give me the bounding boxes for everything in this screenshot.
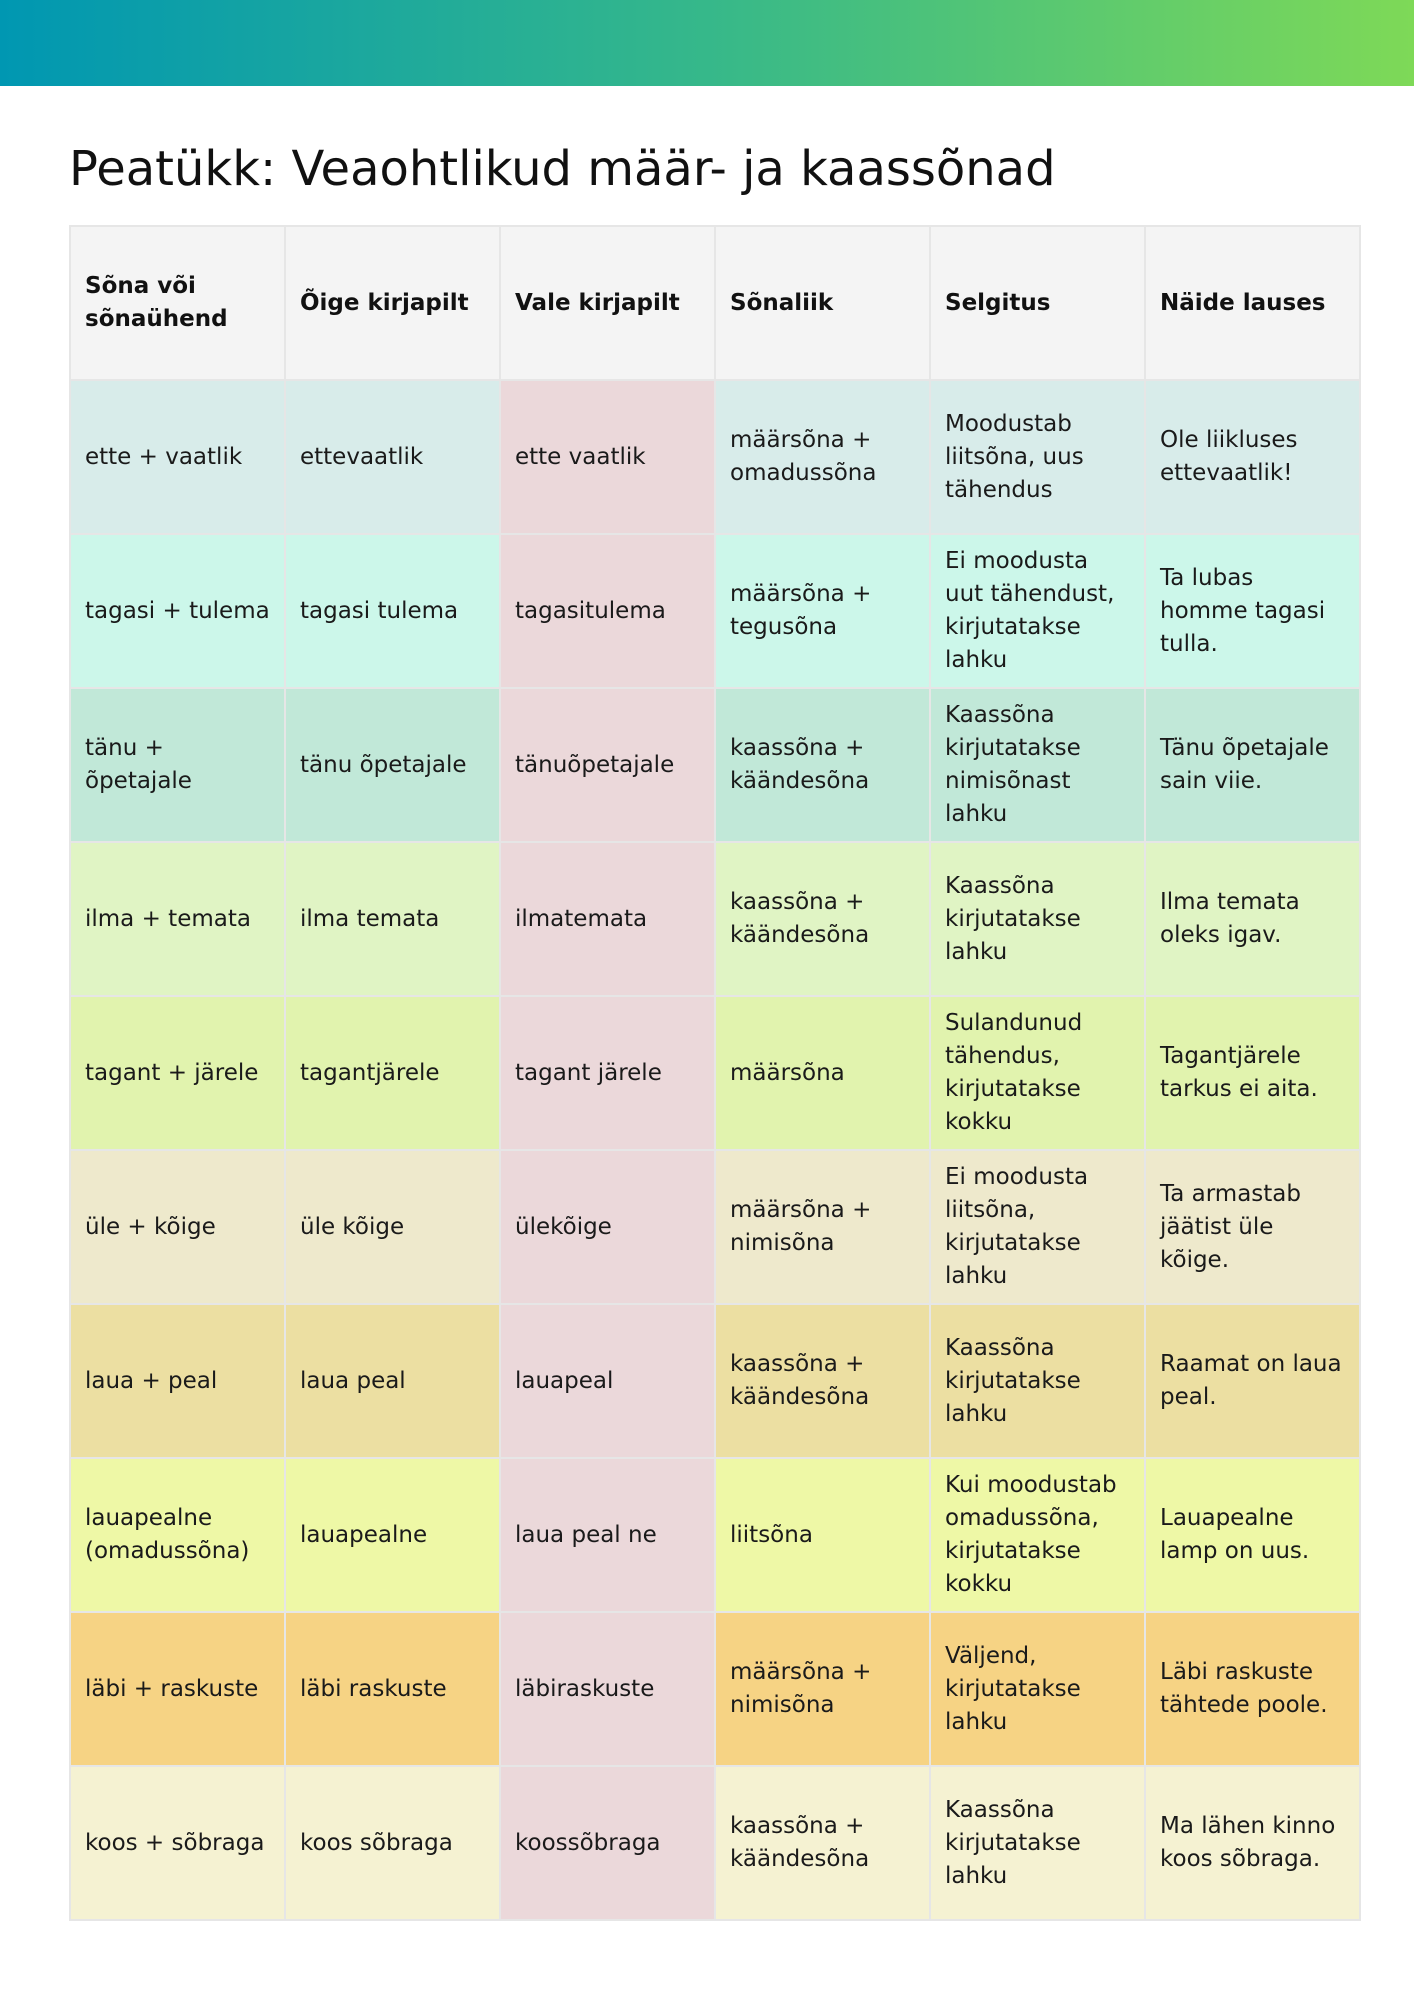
cell-word: üle + kõige xyxy=(69,1149,286,1305)
cell-explanation: Kaassõna kirjutatakse nimisõnast lahku xyxy=(929,687,1146,843)
cell-word: ette + vaatlik xyxy=(69,379,286,535)
cell-wrong-spelling: ette vaatlik xyxy=(499,379,716,535)
cell-correct-spelling: läbi raskuste xyxy=(284,1611,501,1767)
cell-example: Tagantjärele tarkus ei aita. xyxy=(1144,995,1361,1151)
cell-word: tagant + järele xyxy=(69,995,286,1151)
cell-explanation: Kaassõna kirjutatakse lahku xyxy=(929,841,1146,997)
header-correct-spelling: Õige kirjapilt xyxy=(284,225,501,381)
cell-correct-spelling: tänu õpetajale xyxy=(284,687,501,843)
cell-correct-spelling: laua peal xyxy=(284,1303,501,1459)
table-row: laua + peal laua peal lauapeal kaassõna + k… xyxy=(69,1303,1361,1459)
cell-explanation: Ei moodusta uut tähendust, kirjutatakse … xyxy=(929,533,1146,689)
table-header-row: Sõna või sõnaühend Õige kirjapilt Vale k… xyxy=(69,225,1361,381)
cell-word-class: kaassõna + käändesõna xyxy=(714,687,931,843)
cell-word-class: kaassõna + käändesõna xyxy=(714,841,931,997)
cell-example: Läbi raskuste tähtede poole. xyxy=(1144,1611,1361,1767)
cell-word: ilma + temata xyxy=(69,841,286,997)
cell-word: laua + peal xyxy=(69,1303,286,1459)
cell-explanation: Kui moodustab omadussõna, kirjutatakse k… xyxy=(929,1457,1146,1613)
table-row: üle + kõige üle kõige ülekõige määrsõna + n… xyxy=(69,1149,1361,1305)
header-gradient-bar xyxy=(0,0,1414,86)
cell-word-class: määrsõna + nimisõna xyxy=(714,1149,931,1305)
header-example: Näide lauses xyxy=(1144,225,1361,381)
cell-word-class: määrsõna xyxy=(714,995,931,1151)
header-word: Sõna või sõnaühend xyxy=(69,225,286,381)
cell-correct-spelling: ilma temata xyxy=(284,841,501,997)
cell-correct-spelling: koos sõbraga xyxy=(284,1765,501,1921)
cell-explanation: Kaassõna kirjutatakse lahku xyxy=(929,1765,1146,1921)
cell-correct-spelling: üle kõige xyxy=(284,1149,501,1305)
table-row: koos + sõbraga koos sõbraga koossõbraga kaa… xyxy=(69,1765,1361,1921)
cell-word-class: kaassõna + käändesõna xyxy=(714,1765,931,1921)
cell-wrong-spelling: tagasitulema xyxy=(499,533,716,689)
header-explanation: Selgitus xyxy=(929,225,1146,381)
table-row: lauapealne (omadussõna) lauapealne laua pe… xyxy=(69,1457,1361,1613)
cell-explanation: Kaassõna kirjutatakse lahku xyxy=(929,1303,1146,1459)
cell-example: Raamat on laua peal. xyxy=(1144,1303,1361,1459)
table-row: tagant + järele tagantjärele tagant järele… xyxy=(69,995,1361,1151)
cell-example: Ma lähen kinno koos sõbraga. xyxy=(1144,1765,1361,1921)
cell-explanation: Väljend, kirjutatakse lahku xyxy=(929,1611,1146,1767)
cell-word: tänu + õpetajale xyxy=(69,687,286,843)
table-row: ette + vaatlik ettevaatlik ette vaatlik mää… xyxy=(69,379,1361,535)
cell-explanation: Moodustab liitsõna, uus tähendus xyxy=(929,379,1146,535)
cell-explanation: Ei moodusta liitsõna, kirjutatakse lahku xyxy=(929,1149,1146,1305)
header-wrong-spelling: Vale kirjapilt xyxy=(499,225,716,381)
cell-correct-spelling: tagantjärele xyxy=(284,995,501,1151)
cell-wrong-spelling: ilmatemata xyxy=(499,841,716,997)
cell-example: Ta armastab jäätist üle kõige. xyxy=(1144,1149,1361,1305)
cell-word: koos + sõbraga xyxy=(69,1765,286,1921)
cell-example: Lauapealne lamp on uus. xyxy=(1144,1457,1361,1613)
table-row: tagasi + tulema tagasi tulema tagasitulema… xyxy=(69,533,1361,689)
cell-word-class: liitsõna xyxy=(714,1457,931,1613)
cell-wrong-spelling: ülekõige xyxy=(499,1149,716,1305)
cell-wrong-spelling: koossõbraga xyxy=(499,1765,716,1921)
table-body: ette + vaatlik ettevaatlik ette vaatlik mää… xyxy=(69,379,1361,1921)
cell-correct-spelling: ettevaatlik xyxy=(284,379,501,535)
cell-wrong-spelling: laua peal ne xyxy=(499,1457,716,1613)
header-word-class: Sõnaliik xyxy=(714,225,931,381)
cell-word-class: määrsõna + nimisõna xyxy=(714,1611,931,1767)
vocabulary-table: Sõna või sõnaühend Õige kirjapilt Vale k… xyxy=(69,225,1361,1921)
table-row: läbi + raskuste läbi raskuste läbiraskuste… xyxy=(69,1611,1361,1767)
cell-wrong-spelling: tänuõpetajale xyxy=(499,687,716,843)
table-row: ilma + temata ilma temata ilmatemata kaassõ… xyxy=(69,841,1361,997)
table-row: tänu + õpetajale tänu õpetajale tänuõpetaj… xyxy=(69,687,1361,843)
cell-correct-spelling: lauapealne xyxy=(284,1457,501,1613)
cell-example: Tänu õpetajale sain viie. xyxy=(1144,687,1361,843)
cell-word-class: määrsõna + omadussõna xyxy=(714,379,931,535)
cell-example: Ta lubas homme tagasi tulla. xyxy=(1144,533,1361,689)
cell-wrong-spelling: läbiraskuste xyxy=(499,1611,716,1767)
cell-correct-spelling: tagasi tulema xyxy=(284,533,501,689)
cell-wrong-spelling: lauapeal xyxy=(499,1303,716,1459)
cell-wrong-spelling: tagant järele xyxy=(499,995,716,1151)
cell-example: Ole liikluses ettevaatlik! xyxy=(1144,379,1361,535)
cell-word-class: määrsõna + tegusõna xyxy=(714,533,931,689)
cell-word-class: kaassõna + käändesõna xyxy=(714,1303,931,1459)
cell-example: Ilma temata oleks igav. xyxy=(1144,841,1361,997)
cell-word: tagasi + tulema xyxy=(69,533,286,689)
cell-explanation: Sulandunud tähendus, kirjutatakse kokku xyxy=(929,995,1146,1151)
cell-word: läbi + raskuste xyxy=(69,1611,286,1767)
cell-word: lauapealne (omadussõna) xyxy=(69,1457,286,1613)
page-title: Peatükk: Veaohtlikud määr- ja kaassõnad xyxy=(69,141,1056,197)
